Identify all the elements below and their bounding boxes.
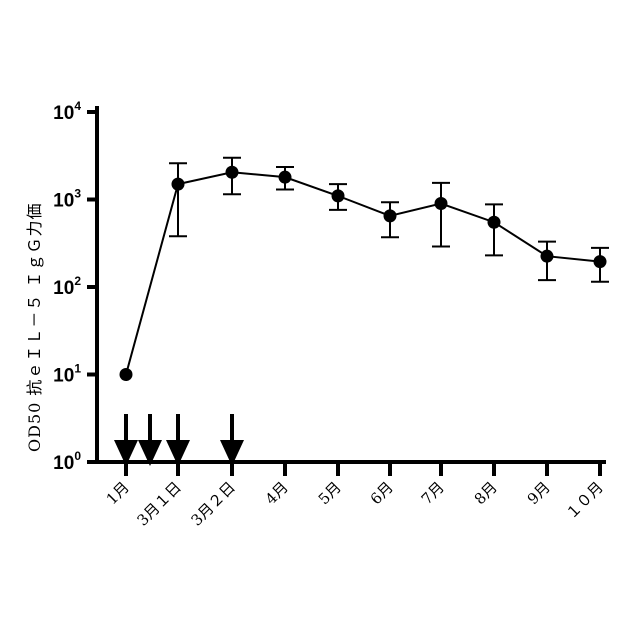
data-point [279, 171, 292, 184]
x-tick-label: 1月 [103, 478, 133, 508]
y-tick-label: 104 [53, 99, 81, 124]
y-tick-label: 100 [53, 449, 81, 474]
data-points [120, 166, 607, 381]
x-tick-label: 3月２日 [188, 478, 239, 529]
y-tick-label: 103 [53, 187, 81, 212]
y-axis-label: OD50 抗ｅＩＬ－５ ＩｇＧ力価 [25, 203, 44, 452]
x-tick-label: 4月 [262, 478, 292, 508]
data-point [172, 178, 185, 191]
error-bar [432, 183, 450, 247]
x-tick-label: 3月１日 [134, 478, 185, 529]
data-point [594, 255, 607, 268]
data-point [435, 197, 448, 210]
data-point [332, 189, 345, 202]
arrow-icon [114, 414, 138, 466]
x-tick-label: 7月 [418, 478, 448, 508]
immunization-arrows [114, 414, 244, 466]
data-point [226, 166, 239, 179]
arrow-icon [138, 414, 162, 466]
data-point [541, 250, 554, 263]
data-point [384, 209, 397, 222]
x-tick-label: 8月 [471, 478, 501, 508]
data-point [488, 216, 501, 229]
y-tick-label: 102 [53, 274, 81, 299]
x-tick-label: １０月 [562, 478, 607, 523]
axes [95, 106, 606, 464]
x-tick-label: 9月 [524, 478, 554, 508]
y-axis-ticks: 100 101 102 103 104 [53, 99, 97, 474]
error-bar [169, 163, 187, 236]
error-bar [485, 204, 503, 255]
series-line [126, 172, 600, 374]
arrow-icon [166, 414, 190, 466]
arrow-icon [220, 414, 244, 466]
x-tick-label: 6月 [367, 478, 397, 508]
series-path [126, 172, 600, 374]
data-point [120, 368, 133, 381]
y-tick-label: 101 [53, 362, 81, 387]
x-axis-ticks: 1月3月１日3月２日 4月 5月 6月 7月 8月 9月 １０月 [103, 462, 607, 529]
x-tick-label: 5月 [315, 478, 345, 508]
